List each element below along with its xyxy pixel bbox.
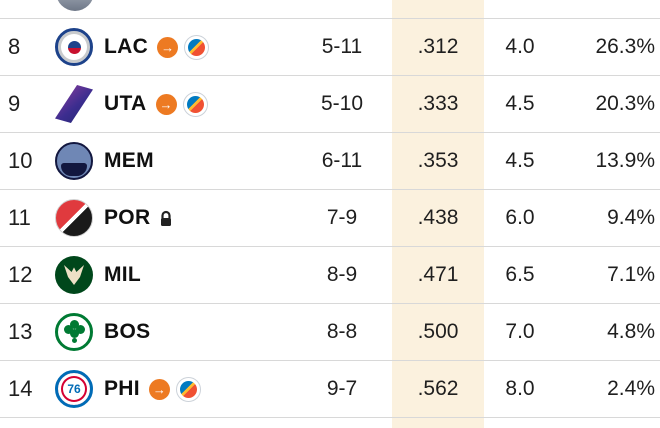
win-pct: .333 — [417, 92, 459, 115]
win-pct: .500 — [417, 320, 459, 343]
team-cell: PHI → — [48, 370, 292, 408]
matchup-arrow-icon: → — [148, 378, 170, 400]
team-abbr[interactable]: MIL — [104, 263, 142, 286]
games-back: 4.5 — [505, 92, 535, 115]
team-logo — [55, 313, 93, 351]
table-row: 9 UTA → 5-10 .333 4.5 20.3% — [0, 76, 660, 133]
record: 8-8 — [326, 320, 358, 343]
standings-table-body: 8 LAC → 5-11 .312 4.0 26.3% 9 UTA → 5-10… — [0, 19, 660, 418]
odds-pct: 7.1% — [607, 263, 655, 286]
team-logo — [55, 28, 93, 66]
team-abbr[interactable]: LAC — [104, 35, 149, 58]
team-cell: BOS — [48, 313, 292, 351]
odds-pct: 4.8% — [607, 320, 655, 343]
team-abbr[interactable]: POR — [104, 206, 151, 229]
games-back: 8.0 — [505, 377, 535, 400]
rank: 14 — [8, 376, 33, 401]
table-row: 11 POR 7-9 .438 6.0 9.4% — [0, 190, 660, 247]
team-logo — [55, 85, 93, 123]
record: 5-11 — [321, 35, 363, 58]
win-pct: .353 — [417, 149, 459, 172]
team-cell: UTA → — [48, 85, 292, 123]
win-pct: .438 — [417, 206, 459, 229]
win-pct: .312 — [417, 35, 459, 58]
team-cell: MIL — [48, 256, 292, 294]
rank: 8 — [8, 34, 21, 59]
odds-pct: 2.4% — [607, 377, 655, 400]
team-abbr[interactable]: UTA — [104, 92, 147, 115]
matchup-arrow-icon: → — [155, 93, 177, 115]
team-logo — [55, 256, 93, 294]
team-abbr[interactable]: PHI — [104, 377, 140, 400]
games-back: 7.0 — [505, 320, 535, 343]
win-pct: .471 — [417, 263, 459, 286]
team-cell: MEM — [48, 142, 292, 180]
table-row: 13 BOS 8-8 .500 7.0 4.8% — [0, 304, 660, 361]
team-cell: POR — [48, 199, 292, 237]
rank: 10 — [8, 148, 33, 173]
partial-row — [0, 0, 660, 19]
record: 9-7 — [326, 377, 358, 400]
team-cell: LAC → — [48, 28, 292, 66]
table-row: 8 LAC → 5-11 .312 4.0 26.3% — [0, 19, 660, 76]
rank: 9 — [8, 91, 21, 116]
opponent-logo-okc-icon — [182, 91, 208, 117]
games-back: 4.0 — [505, 35, 535, 58]
odds-pct: 9.4% — [607, 206, 655, 229]
team-abbr[interactable]: MEM — [104, 149, 154, 172]
pct-column-highlight — [392, 0, 484, 428]
standings-table: 8 LAC → 5-11 .312 4.0 26.3% 9 UTA → 5-10… — [0, 0, 660, 418]
table-row: 14 PHI → 9-7 .562 8.0 2.4% — [0, 361, 660, 418]
rank: 12 — [8, 262, 33, 287]
win-pct: .562 — [417, 377, 459, 400]
partial-team-logo — [56, 0, 94, 11]
games-back: 4.5 — [505, 149, 535, 172]
odds-pct: 20.3% — [595, 92, 655, 115]
rank: 11 — [8, 205, 31, 230]
team-logo — [55, 199, 93, 237]
games-back: 6.5 — [505, 263, 535, 286]
team-logo — [55, 370, 93, 408]
odds-pct: 13.9% — [595, 149, 655, 172]
games-back: 6.0 — [505, 206, 535, 229]
table-row: 10 MEM 6-11 .353 4.5 13.9% — [0, 133, 660, 190]
matchup-arrow-icon: → — [157, 36, 179, 58]
record: 8-9 — [326, 263, 358, 286]
team-abbr[interactable]: BOS — [104, 320, 151, 343]
record: 6-11 — [321, 149, 363, 172]
team-logo — [55, 142, 93, 180]
rank: 13 — [8, 319, 33, 344]
opponent-logo-okc-icon — [184, 34, 210, 60]
clinched-lock-icon — [158, 210, 174, 227]
odds-pct: 26.3% — [595, 35, 655, 58]
table-row: 12 MIL 8-9 .471 6.5 7.1% — [0, 247, 660, 304]
opponent-logo-okc-icon — [175, 376, 201, 402]
record: 5-10 — [320, 92, 364, 115]
record: 7-9 — [326, 206, 358, 229]
